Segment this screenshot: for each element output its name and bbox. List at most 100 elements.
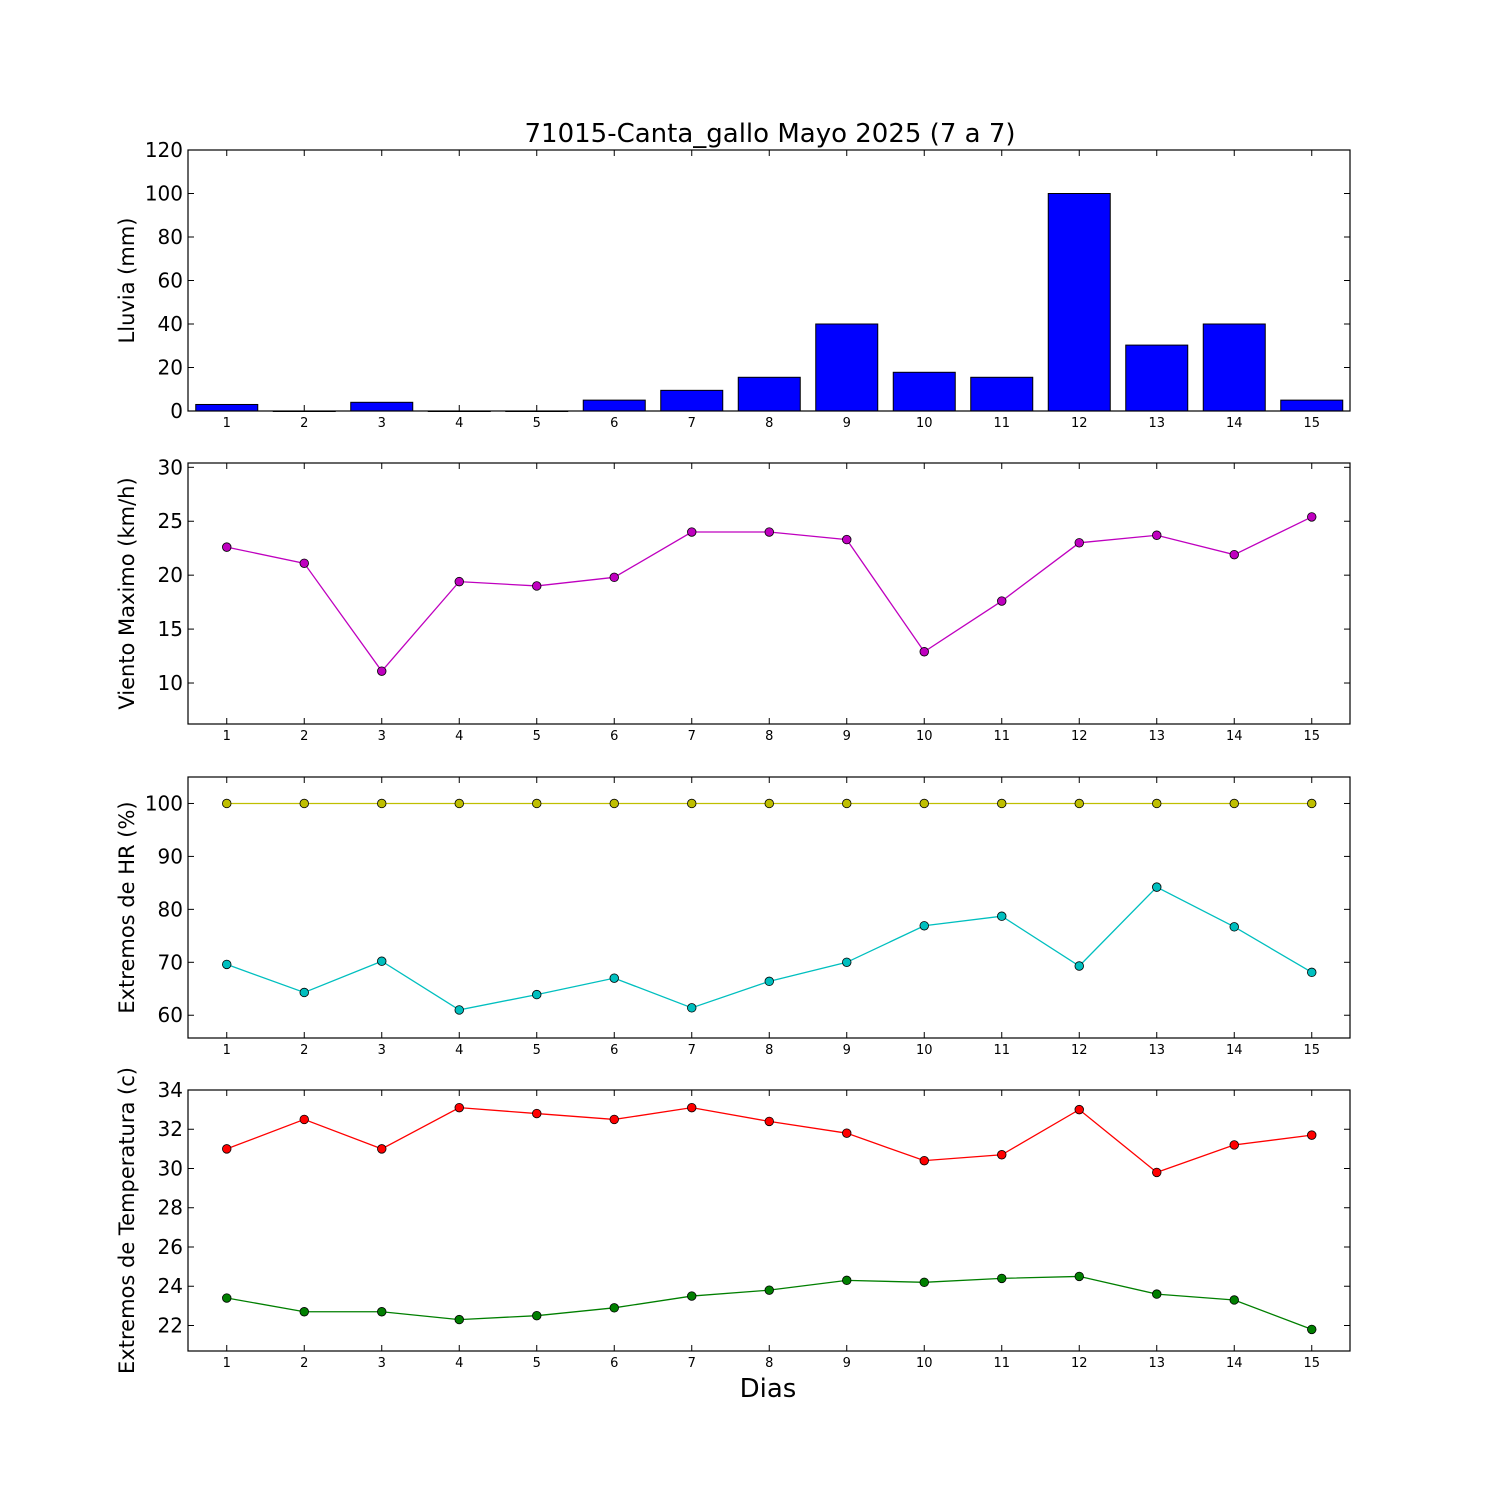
data-point — [1074, 961, 1084, 971]
y-tick-label: 120 — [145, 138, 183, 162]
data-point — [764, 1116, 774, 1127]
data-point — [919, 798, 929, 809]
y-tick-label: 60 — [158, 269, 183, 293]
data-point — [1307, 1130, 1317, 1140]
x-tick-label: 9 — [843, 729, 851, 744]
data-point — [1074, 798, 1084, 809]
x-tick-label: 10 — [916, 729, 933, 744]
data-point — [919, 647, 929, 657]
data-point — [222, 1144, 232, 1154]
y-tick-label: 0 — [170, 399, 183, 423]
x-tick-label: 14 — [1226, 1043, 1243, 1058]
data-point — [687, 527, 697, 537]
data-point — [997, 1150, 1007, 1160]
y-tick-label: 30 — [158, 455, 183, 479]
bar — [970, 376, 1034, 412]
bar — [350, 401, 414, 412]
data-point — [299, 987, 309, 998]
data-point — [1307, 967, 1317, 978]
x-tick-label: 6 — [610, 1043, 618, 1058]
x-tick-label: 13 — [1148, 1356, 1165, 1371]
data-point — [842, 1128, 852, 1138]
data-point — [997, 1273, 1007, 1284]
x-tick-label: 12 — [1071, 1356, 1088, 1371]
data-point — [687, 1003, 697, 1013]
x-tick-label: 9 — [843, 416, 851, 431]
y-axis-label: Extremos de Temperatura (c) — [115, 1067, 139, 1374]
data-point — [1229, 798, 1239, 809]
y-tick-label: 40 — [158, 312, 183, 336]
data-point — [532, 1108, 542, 1119]
x-tick-label: 3 — [378, 729, 386, 744]
data-point — [532, 1310, 542, 1321]
bar — [1047, 193, 1111, 412]
x-tick-label: 13 — [1148, 416, 1165, 431]
data-point — [454, 1005, 464, 1015]
data-point — [842, 798, 852, 809]
bar — [660, 389, 724, 412]
data-point — [1307, 1324, 1317, 1335]
data-point — [532, 581, 542, 591]
data-point — [997, 911, 1007, 921]
x-tick-label: 7 — [688, 1356, 696, 1371]
y-tick-label: 34 — [158, 1078, 183, 1102]
y-tick-label: 15 — [158, 617, 183, 641]
data-point — [454, 1314, 464, 1325]
x-tick-label: 2 — [300, 1356, 308, 1371]
data-point — [997, 798, 1007, 809]
y-tick-label: 26 — [158, 1235, 183, 1259]
y-tick-label: 60 — [158, 1003, 183, 1027]
x-tick-label: 15 — [1303, 1356, 1320, 1371]
x-tick-label: 11 — [993, 729, 1010, 744]
x-tick-label: 6 — [610, 729, 618, 744]
bar — [1125, 344, 1189, 412]
x-tick-label: 8 — [765, 416, 773, 431]
x-tick-label: 4 — [455, 1356, 463, 1371]
data-point — [299, 1114, 309, 1125]
data-point — [687, 1291, 697, 1301]
data-point — [1152, 882, 1162, 892]
data-point — [1152, 530, 1162, 540]
data-point — [222, 542, 232, 552]
data-point — [842, 1275, 852, 1286]
data-point — [687, 798, 697, 809]
data-point — [919, 921, 929, 931]
y-tick-label: 100 — [145, 182, 183, 206]
x-tick-label: 12 — [1071, 729, 1088, 744]
data-point — [377, 956, 387, 966]
data-point — [764, 976, 774, 987]
x-tick-label: 2 — [300, 416, 308, 431]
bar — [1202, 323, 1266, 412]
x-tick-label: 9 — [843, 1043, 851, 1058]
x-tick-label: 5 — [533, 416, 541, 431]
data-point — [609, 1303, 619, 1313]
x-tick-label: 5 — [533, 1043, 541, 1058]
x-tick-label: 5 — [533, 1356, 541, 1371]
x-tick-label: 13 — [1148, 729, 1165, 744]
data-point — [609, 973, 619, 983]
x-tick-label: 4 — [455, 1043, 463, 1058]
data-point — [377, 1307, 387, 1317]
data-point — [764, 798, 774, 809]
data-point — [1074, 538, 1084, 548]
data-point — [609, 572, 619, 583]
x-tick-label: 4 — [455, 729, 463, 744]
x-tick-label: 8 — [765, 729, 773, 744]
x-tick-label: 7 — [688, 416, 696, 431]
data-point — [532, 989, 542, 1000]
x-tick-label: 3 — [378, 1043, 386, 1058]
y-tick-label: 70 — [158, 950, 183, 974]
data-point — [1152, 798, 1162, 809]
x-tick-label: 3 — [378, 416, 386, 431]
x-tick-label: 6 — [610, 1356, 618, 1371]
data-point — [222, 1293, 232, 1303]
x-tick-label: 15 — [1303, 416, 1320, 431]
x-tick-label: 11 — [993, 1356, 1010, 1371]
data-point — [377, 1144, 387, 1154]
data-point — [1074, 1271, 1084, 1282]
x-tick-label: 1 — [223, 1356, 231, 1371]
data-point — [1229, 549, 1239, 560]
